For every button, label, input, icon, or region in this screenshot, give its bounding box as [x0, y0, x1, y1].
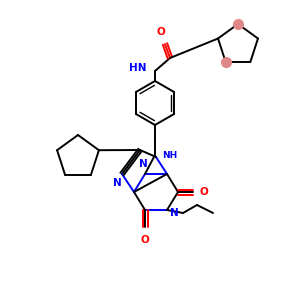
Text: O: O — [157, 27, 165, 37]
Text: N: N — [139, 159, 147, 169]
Text: NH: NH — [162, 151, 177, 160]
Text: HN: HN — [130, 63, 147, 73]
Text: N: N — [170, 208, 179, 218]
Text: O: O — [199, 187, 208, 197]
Text: N: N — [112, 178, 122, 188]
Text: O: O — [141, 235, 149, 245]
